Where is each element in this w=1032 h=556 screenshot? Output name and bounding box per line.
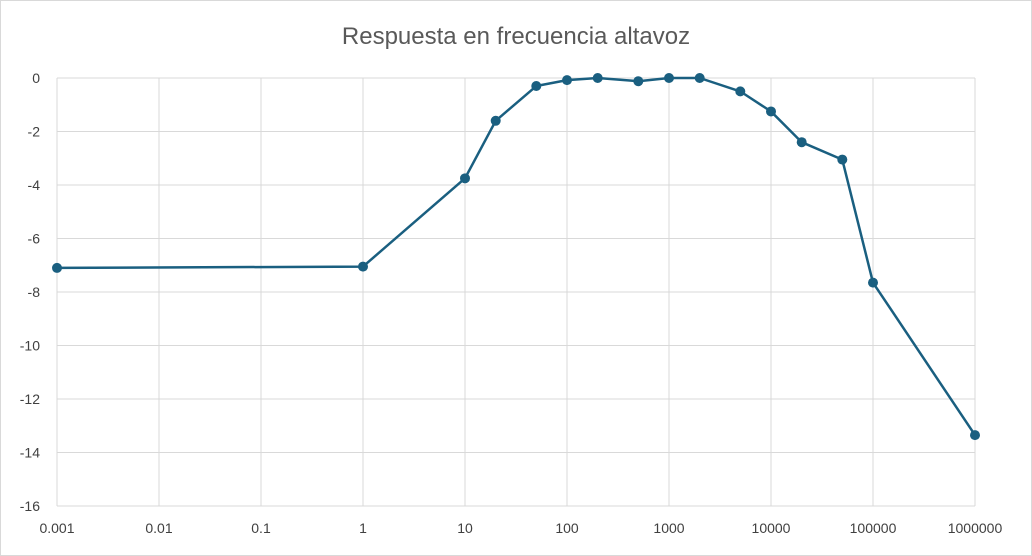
y-tick-label: -2	[28, 124, 41, 140]
y-tick-label: -8	[28, 284, 41, 300]
data-point	[970, 430, 980, 441]
x-tick-label: 100000	[850, 520, 897, 536]
y-tick-label: -10	[20, 338, 40, 354]
data-point	[868, 277, 878, 288]
data-point	[531, 81, 542, 92]
y-tick-label: -14	[20, 445, 40, 461]
x-axis-tick-labels: 0.001 0.01 0.1 1 10 100 1000 10000 100000 1000000	[39, 520, 1002, 536]
data-point	[694, 73, 705, 83]
data-point	[766, 106, 776, 117]
data-point	[633, 76, 644, 87]
y-tick-label: -12	[20, 391, 40, 407]
x-tick-label: 1000	[653, 520, 684, 536]
x-tick-label: 1	[359, 520, 367, 536]
x-tick-label: 100	[555, 520, 579, 536]
data-point	[52, 262, 62, 273]
data-point	[796, 137, 807, 148]
data-point	[664, 73, 674, 83]
data-point	[490, 115, 501, 126]
chart-title: Respuesta en frecuencia altavoz	[342, 23, 690, 50]
y-tick-label: -16	[20, 498, 40, 514]
gridlines	[56, 77, 976, 507]
data-point	[562, 75, 572, 86]
series-line	[56, 76, 977, 436]
data-point	[460, 173, 470, 184]
x-tick-label: 0.01	[145, 520, 172, 536]
data-point	[358, 261, 368, 272]
y-tick-label: -6	[28, 231, 41, 247]
x-tick-label: 10	[457, 520, 473, 536]
y-tick-label: -4	[28, 177, 41, 193]
data-point	[735, 86, 746, 97]
data-series	[52, 73, 980, 441]
data-point	[592, 73, 603, 83]
x-tick-label: 1000000	[948, 520, 1003, 536]
y-tick-label: 0	[32, 70, 40, 86]
x-tick-label: 0.001	[39, 520, 74, 536]
y-axis-tick-labels: 0 -2 -4 -6 -8 -10 -12 -14 -16	[20, 70, 40, 514]
x-tick-label: 0.1	[251, 520, 271, 536]
data-point	[837, 154, 848, 165]
x-tick-label: 10000	[752, 520, 791, 536]
